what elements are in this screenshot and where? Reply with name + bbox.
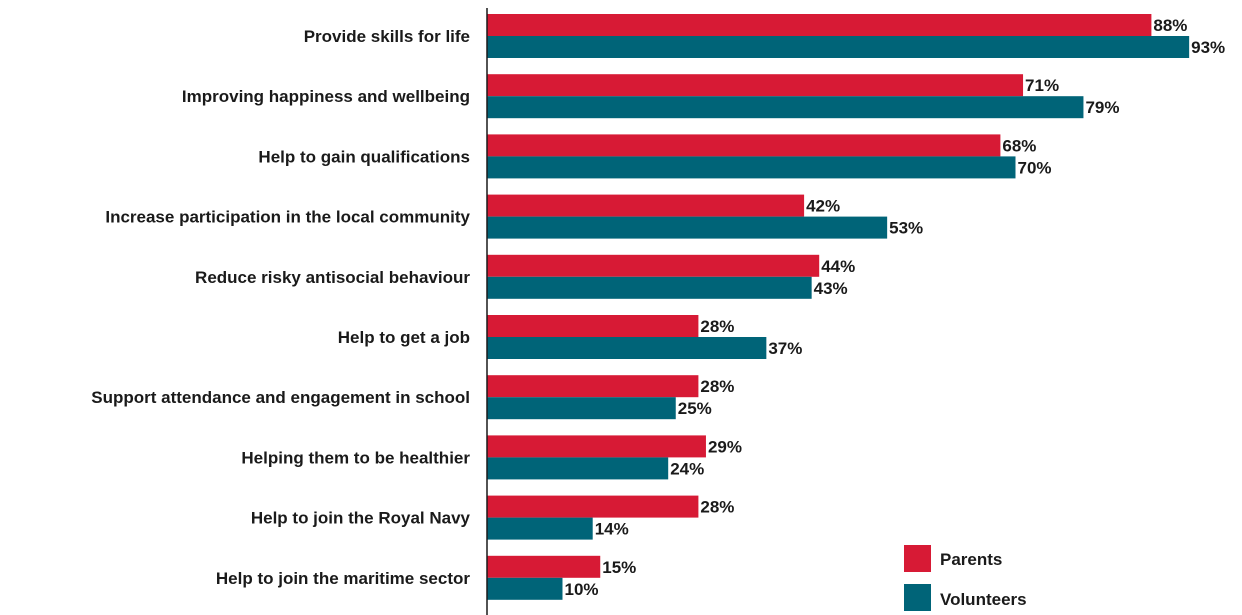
bar-volunteers-reduce-risky-antisocial-behaviour bbox=[487, 276, 812, 299]
bar-volunteers-improving-happiness-and-wellbeing bbox=[487, 96, 1084, 119]
category-label-reduce-risky-antisocial-behaviour: Reduce risky antisocial behaviour bbox=[195, 268, 470, 287]
legend: Parents Volunteers bbox=[904, 545, 1027, 611]
category-label-support-attendance-and-engagement-in-school: Support attendance and engagement in sch… bbox=[91, 388, 470, 407]
value-label-parents-improving-happiness-and-wellbeing: 71% bbox=[1025, 76, 1059, 95]
value-label-parents-help-to-join-the-royal-navy: 28% bbox=[700, 498, 734, 517]
legend-swatch-parents bbox=[904, 545, 931, 572]
value-label-volunteers-reduce-risky-antisocial-behaviour: 43% bbox=[814, 279, 848, 298]
bar-parents-improving-happiness-and-wellbeing bbox=[487, 74, 1024, 97]
category-label-help-to-join-the-royal-navy: Help to join the Royal Navy bbox=[251, 509, 471, 528]
bar-parents-help-to-gain-qualifications bbox=[487, 134, 1001, 157]
bar-parents-support-attendance-and-engagement-in-school bbox=[487, 375, 699, 398]
bar-parents-help-to-join-the-maritime-sector bbox=[487, 555, 601, 578]
bar-volunteers-help-to-join-the-royal-navy bbox=[487, 517, 593, 540]
bar-volunteers-support-attendance-and-engagement-in-school bbox=[487, 397, 676, 420]
value-label-parents-provide-skills-for-life: 88% bbox=[1153, 16, 1187, 35]
value-label-parents-helping-them-to-be-healthier: 29% bbox=[708, 437, 742, 456]
value-label-volunteers-help-to-join-the-royal-navy: 14% bbox=[595, 520, 629, 539]
value-label-parents-reduce-risky-antisocial-behaviour: 44% bbox=[821, 257, 855, 276]
bar-volunteers-helping-them-to-be-healthier bbox=[487, 457, 669, 480]
bar-parents-helping-them-to-be-healthier bbox=[487, 435, 706, 458]
bar-volunteers-provide-skills-for-life bbox=[487, 36, 1190, 58]
category-label-increase-participation-in-the-local-community: Increase participation in the local comm… bbox=[105, 208, 470, 227]
bar-parents-increase-participation-in-the-local-community bbox=[487, 194, 805, 217]
bar-parents-help-to-join-the-royal-navy bbox=[487, 495, 699, 518]
value-label-volunteers-helping-them-to-be-healthier: 24% bbox=[670, 459, 704, 478]
bar-volunteers-increase-participation-in-the-local-community bbox=[487, 216, 888, 239]
value-label-volunteers-help-to-get-a-job: 37% bbox=[768, 339, 802, 358]
category-label-provide-skills-for-life: Provide skills for life bbox=[304, 27, 470, 46]
value-label-parents-support-attendance-and-engagement-in-school: 28% bbox=[700, 377, 734, 396]
value-label-volunteers-help-to-gain-qualifications: 70% bbox=[1018, 158, 1052, 177]
value-label-parents-help-to-join-the-maritime-sector: 15% bbox=[602, 558, 636, 577]
bar-volunteers-help-to-gain-qualifications bbox=[487, 156, 1016, 179]
value-label-volunteers-help-to-join-the-maritime-sector: 10% bbox=[565, 580, 599, 599]
bar-parents-provide-skills-for-life bbox=[487, 14, 1152, 36]
bar-parents-reduce-risky-antisocial-behaviour bbox=[487, 254, 820, 277]
value-label-volunteers-provide-skills-for-life: 93% bbox=[1191, 38, 1225, 57]
category-label-improving-happiness-and-wellbeing: Improving happiness and wellbeing bbox=[182, 87, 470, 106]
category-label-help-to-get-a-job: Help to get a job bbox=[338, 328, 470, 347]
bars-layer: Provide skills for life 88%93% Improving h… bbox=[91, 14, 1225, 600]
legend-label-parents: Parents bbox=[940, 550, 1002, 569]
value-label-volunteers-support-attendance-and-engagement-in-school: 25% bbox=[678, 399, 712, 418]
category-label-helping-them-to-be-healthier: Helping them to be healthier bbox=[241, 448, 470, 467]
category-label-help-to-gain-qualifications: Help to gain qualifications bbox=[258, 147, 470, 166]
legend-swatch-volunteers bbox=[904, 584, 931, 611]
value-label-parents-help-to-get-a-job: 28% bbox=[700, 317, 734, 336]
value-label-parents-increase-participation-in-the-local-community: 42% bbox=[806, 197, 840, 216]
bar-parents-help-to-get-a-job bbox=[487, 315, 699, 337]
category-label-help-to-join-the-maritime-sector: Help to join the maritime sector bbox=[216, 569, 470, 588]
value-label-volunteers-increase-participation-in-the-local-community: 53% bbox=[889, 219, 923, 238]
legend-label-volunteers: Volunteers bbox=[940, 590, 1027, 609]
bar-volunteers-help-to-get-a-job bbox=[487, 337, 767, 359]
value-label-volunteers-improving-happiness-and-wellbeing: 79% bbox=[1085, 98, 1119, 117]
bar-volunteers-help-to-join-the-maritime-sector bbox=[487, 577, 563, 600]
value-label-parents-help-to-gain-qualifications: 68% bbox=[1002, 136, 1036, 155]
